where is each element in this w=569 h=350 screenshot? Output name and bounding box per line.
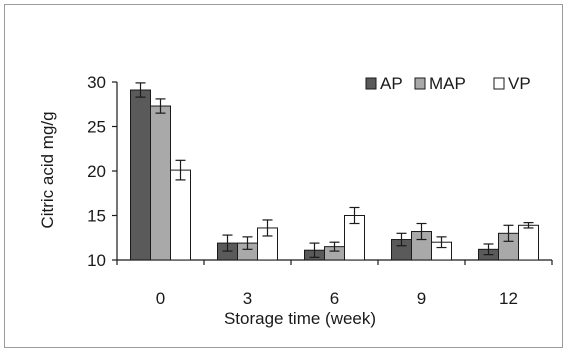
y-tick-label: 25: [87, 118, 106, 137]
y-tick-label: 30: [87, 73, 106, 92]
x-tick-label: 9: [417, 289, 426, 308]
legend-label-vp: VP: [508, 74, 531, 93]
x-tick-label: 3: [243, 289, 252, 308]
bar-vp-0: [170, 169, 191, 261]
plot-area: 10 15 20 25 30 0 3 6 9 12: [87, 73, 553, 308]
x-tick-label: 12: [499, 289, 518, 308]
x-tick-label: 0: [156, 289, 165, 308]
legend-label-ap: AP: [380, 74, 403, 93]
y-tick-label: 10: [87, 251, 106, 270]
chart-frame: [4, 4, 563, 348]
legend-swatch-map: [414, 77, 426, 90]
legend-swatch-vp: [493, 77, 505, 90]
bar-map-0: [150, 105, 171, 261]
bar-ap-0: [130, 89, 151, 261]
x-tick-label: 6: [330, 289, 339, 308]
legend: AP MAP VP: [365, 74, 531, 93]
y-tick-label: 20: [87, 162, 106, 181]
y-tick-label: 15: [87, 207, 106, 226]
bar-vp-12: [518, 224, 539, 261]
legend-swatch-ap: [365, 77, 377, 90]
y-axis-title: Citric acid mg/g: [38, 111, 57, 228]
legend-label-map: MAP: [429, 74, 466, 93]
x-axis-title: Storage time (week): [224, 309, 376, 328]
